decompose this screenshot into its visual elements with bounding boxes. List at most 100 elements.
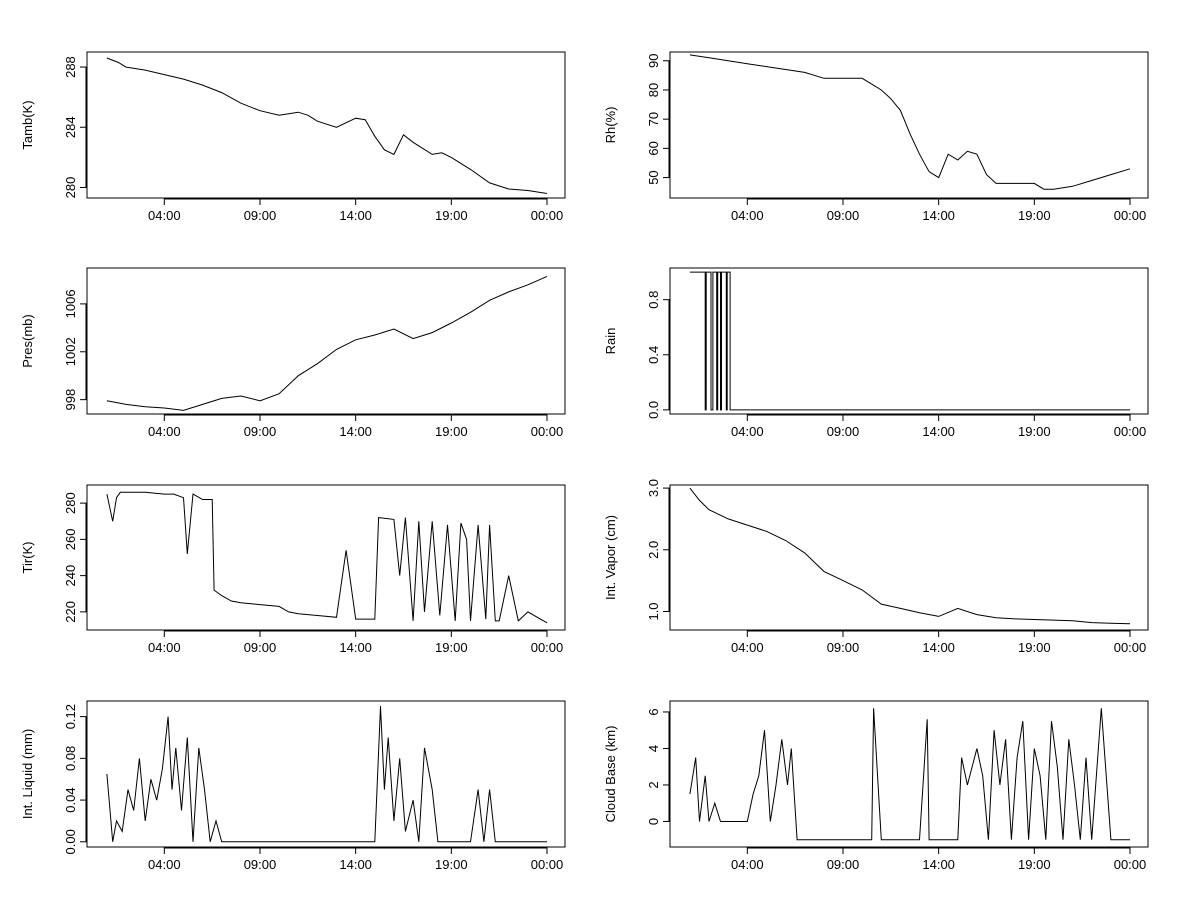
cloud-base-km-ytick-label: 6 [646, 708, 661, 715]
rain-xtick-label: 09:00 [827, 424, 860, 439]
rain-ytick-label: 0.8 [646, 291, 661, 309]
int-vapor-cm-xtick-label: 00:00 [1114, 640, 1147, 655]
rh-xtick-label: 04:00 [731, 208, 764, 223]
pres-mb-xtick-label: 14:00 [339, 424, 372, 439]
tir-k-xtick-label: 14:00 [339, 640, 372, 655]
rh-ytick-label: 70 [646, 112, 661, 126]
int-liquid-mm-series-line [106, 706, 547, 843]
rain-ylabel: Rain [603, 328, 618, 355]
tamb-k-xtick-label: 14:00 [339, 208, 372, 223]
rh-ytick-label: 80 [646, 83, 661, 97]
cloud-base-km-plot-frame [669, 700, 1149, 848]
tamb-k-plot-frame [86, 51, 566, 199]
cloud-base-km-ytick-label: 0 [646, 818, 661, 825]
cloud-base-km-ylabel: Cloud Base (km) [603, 726, 618, 823]
int-liquid-mm-ytick-label: 0.00 [63, 829, 78, 854]
panel-int-vapor: 1.0 2.0 3.0 Int. Vapor (cm) 04:00 09:00 14:00 1… [603, 479, 1149, 655]
tir-k-xtick-label: 00:00 [531, 640, 564, 655]
cloud-base-km-xtick-label: 09:00 [827, 857, 860, 872]
tir-k-ytick-label: 280 [63, 492, 78, 514]
int-vapor-cm-xtick-label: 14:00 [922, 640, 955, 655]
tir-k-series-line [106, 491, 548, 624]
rh-ylabel: Rh(%) [603, 107, 618, 144]
pres-mb-ytick-label: 998 [63, 389, 78, 411]
panel-cloud-base: 0 2 4 6 Cloud Base (km) 04:00 09:00 14:00 19:00 0… [603, 700, 1149, 872]
int-vapor-cm-xtick-label: 04:00 [731, 640, 764, 655]
cloud-base-km-ytick-label: 4 [646, 745, 661, 752]
rain-ytick-label: 0.4 [646, 346, 661, 364]
cloud-base-km-xtick-label: 00:00 [1114, 857, 1147, 872]
rain-plot-frame [669, 267, 1149, 415]
tamb-k-ytick-label: 284 [63, 116, 78, 138]
rh-ytick-label: 90 [646, 54, 661, 68]
int-vapor-cm-ytick-label: 3.0 [646, 479, 661, 497]
rain-xtick-label: 14:00 [922, 424, 955, 439]
tir-k-plot-frame [86, 484, 566, 631]
tamb-k-xtick-label: 09:00 [244, 208, 277, 223]
cloud-base-km-xtick-label: 14:00 [922, 857, 955, 872]
int-liquid-mm-xtick-label: 09:00 [244, 857, 277, 872]
int-vapor-cm-plot-frame [669, 484, 1149, 631]
rh-xtick-label: 00:00 [1114, 208, 1147, 223]
tamb-k-xtick-label: 04:00 [148, 208, 181, 223]
tir-k-ytick-label: 260 [63, 529, 78, 551]
panel-rain: 0.0 0.4 0.8 Rain 04:00 09:00 14:00 19:00 00:00 [603, 267, 1149, 439]
panel-tir: 220 240 260 280 Tir(K) 04:00 09:00 14:00 19:00 00… [20, 484, 566, 655]
int-vapor-cm-xtick-label: 19:00 [1018, 640, 1051, 655]
cloud-base-km-ytick-label: 2 [646, 781, 661, 788]
rh-xtick-label: 19:00 [1018, 208, 1051, 223]
rain-series-line [689, 271, 1130, 411]
pres-mb-xtick-label: 00:00 [531, 424, 564, 439]
pres-mb-ytick-label: 1002 [63, 337, 78, 366]
pres-mb-ylabel: Pres(mb) [20, 314, 35, 367]
int-vapor-cm-ytick-label: 1.0 [646, 602, 661, 620]
int-liquid-mm-xtick-label: 00:00 [531, 857, 564, 872]
int-vapor-cm-ytick-label: 2.0 [646, 541, 661, 559]
int-liquid-mm-ylabel: Int. Liquid (mm) [20, 729, 35, 819]
tamb-k-xtick-label: 19:00 [435, 208, 468, 223]
int-liquid-mm-xtick-label: 04:00 [148, 857, 181, 872]
tamb-k-ytick-label: 280 [63, 177, 78, 199]
rh-ytick-label: 60 [646, 141, 661, 155]
int-liquid-mm-xtick-label: 19:00 [435, 857, 468, 872]
int-vapor-cm-ylabel: Int. Vapor (cm) [603, 515, 618, 600]
rh-xtick-label: 14:00 [922, 208, 955, 223]
rh-ytick-label: 50 [646, 170, 661, 184]
tamb-k-series-line [106, 57, 548, 194]
pres-mb-ytick-label: 1006 [63, 289, 78, 318]
panel-tamb: 280 284 288 Tamb(K) 04:00 09:00 14:00 19:00 00:0… [20, 51, 566, 223]
tamb-k-ytick-label: 288 [63, 56, 78, 78]
cloud-base-km-xtick-label: 04:00 [731, 857, 764, 872]
cloud-base-km-xtick-label: 19:00 [1018, 857, 1051, 872]
rain-xtick-label: 04:00 [731, 424, 764, 439]
int-liquid-mm-ytick-label: 0.12 [63, 704, 78, 729]
panel-pres: 998 1002 1006 Pres(mb) 04:00 09:00 14:00 19:00 0… [20, 267, 566, 439]
panel-rh: 50 60 70 80 90 Rh(%) 04:00 09:00 14:00 19:00 00:00 [603, 51, 1149, 223]
int-vapor-cm-xtick-label: 09:00 [827, 640, 860, 655]
pres-mb-xtick-label: 04:00 [148, 424, 181, 439]
tir-k-xtick-label: 09:00 [244, 640, 277, 655]
tir-k-xtick-label: 19:00 [435, 640, 468, 655]
tir-k-ylabel: Tir(K) [20, 541, 35, 573]
pres-mb-plot-frame [86, 267, 566, 415]
cloud-base-km-series-line [689, 708, 1130, 841]
tir-k-ytick-label: 220 [63, 601, 78, 623]
tamb-k-ylabel: Tamb(K) [20, 100, 35, 149]
rain-xtick-label: 00:00 [1114, 424, 1147, 439]
int-vapor-cm-series-line [689, 487, 1131, 625]
int-liquid-mm-xtick-label: 14:00 [339, 857, 372, 872]
panel-int-liquid: 0.00 0.04 0.08 0.12 Int. Liquid (mm) 04:00 09:… [20, 700, 566, 872]
int-liquid-mm-ytick-label: 0.08 [63, 746, 78, 771]
pres-mb-series-line [106, 275, 548, 411]
rh-series-line [689, 54, 1131, 190]
rh-xtick-label: 09:00 [827, 208, 860, 223]
pres-mb-xtick-label: 09:00 [244, 424, 277, 439]
int-liquid-mm-ytick-label: 0.04 [63, 787, 78, 812]
tir-k-xtick-label: 04:00 [148, 640, 181, 655]
pres-mb-xtick-label: 19:00 [435, 424, 468, 439]
tir-k-ytick-label: 240 [63, 565, 78, 587]
tamb-k-xtick-label: 00:00 [531, 208, 564, 223]
rh-plot-frame [669, 51, 1149, 199]
rain-ytick-label: 0.0 [646, 401, 661, 419]
